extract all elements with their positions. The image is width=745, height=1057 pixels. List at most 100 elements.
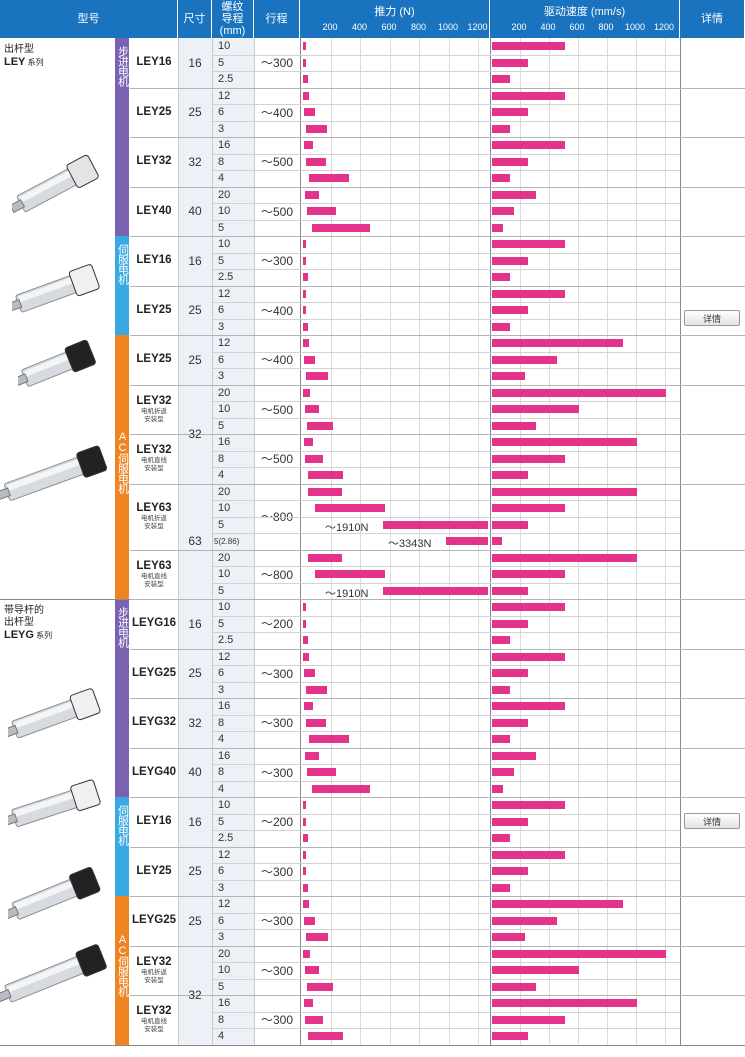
header-force: 推力 (N) — [300, 0, 490, 38]
speed-bar — [492, 174, 511, 182]
force-bar — [302, 289, 306, 298]
speed-bar — [492, 949, 666, 958]
header-speed-text: 驱动速度 (mm/s) — [543, 6, 626, 18]
speed-bar — [492, 372, 525, 380]
speed-bar — [492, 306, 529, 314]
speed-bar — [492, 652, 565, 661]
force-bar — [312, 784, 371, 793]
leyg-ac-servo-actuator-image — [0, 944, 107, 1003]
row-divider — [212, 120, 680, 122]
leyg-stepper-actuator-image-2 — [8, 779, 101, 827]
force-bar — [308, 471, 344, 479]
detail-button-leyg[interactable]: 详情 — [684, 813, 740, 829]
model-name: LEY16 — [136, 254, 172, 267]
size-lead-bg — [178, 38, 254, 1045]
lead-cell: 2.5 — [218, 634, 234, 647]
force-bar — [302, 850, 306, 859]
speed-bar — [492, 751, 536, 760]
grid-vline — [680, 38, 681, 1045]
series-code: LEY — [4, 56, 26, 68]
row-divider — [212, 731, 680, 732]
force-bar — [303, 652, 309, 661]
grid-vline — [300, 38, 301, 1045]
size-cell: 16 — [188, 814, 202, 829]
lead-cell: 10 — [218, 964, 231, 977]
size-cell: 16 — [188, 616, 202, 631]
model-name: LEY32 — [136, 1005, 172, 1018]
group-divider — [130, 599, 745, 600]
force-bar — [305, 718, 326, 727]
row-divider — [212, 153, 680, 155]
model-mount-type: 电机折返 安装型 — [141, 968, 167, 984]
speed-bar — [492, 850, 565, 859]
force-bar — [303, 438, 314, 446]
speed-bar — [492, 289, 565, 298]
force-tick-label: 200 — [322, 22, 338, 32]
size-cell: 32 — [188, 715, 202, 730]
force-bar — [446, 537, 488, 545]
group-divider — [130, 896, 745, 897]
force-bar — [303, 702, 314, 710]
force-bar — [302, 603, 306, 611]
speed-tick-label: 600 — [569, 22, 585, 32]
lead-cell: 6 — [218, 304, 225, 317]
motor-type-band: 伺服电机 — [115, 797, 129, 896]
force-gridline — [419, 38, 420, 1045]
speed-bar — [492, 784, 503, 793]
stroke-cell: ～300 — [260, 56, 294, 71]
stroke-cell: ～300 — [260, 963, 294, 978]
stroke-cell: ～800 — [260, 567, 294, 582]
model-name: LEY16 — [136, 56, 172, 69]
speed-tick-label: 800 — [598, 22, 614, 32]
lead-cell: 5 — [218, 980, 225, 993]
motor-type-band: 步进电机 — [115, 38, 129, 236]
speed-bar — [492, 471, 529, 479]
force-bar — [302, 42, 306, 50]
model-cell: LEY25 — [130, 847, 178, 897]
ley-stepper-actuator-image — [12, 154, 99, 214]
lead-cell: 12 — [218, 287, 231, 300]
force-bar — [309, 735, 350, 743]
speed-bar — [492, 108, 529, 116]
group-divider — [130, 698, 745, 699]
speed-bar — [492, 240, 565, 248]
lead-cell: 4 — [218, 172, 225, 185]
lead-cell: 12 — [218, 89, 231, 102]
speed-tick-label: 200 — [511, 22, 527, 32]
size-cell: 25 — [188, 352, 202, 367]
lead-cell: 12 — [218, 337, 231, 350]
size-cell: 25 — [188, 864, 202, 879]
speed-bar — [492, 42, 565, 50]
lead-cell: 5 — [218, 254, 225, 267]
speed-bar — [492, 817, 529, 826]
stroke-cell: ～300 — [260, 914, 294, 929]
speed-gridline — [636, 38, 637, 1045]
series-name: 出杆型 — [4, 44, 34, 55]
force-bar — [305, 157, 326, 166]
grid-vline — [178, 38, 179, 1045]
motor-type-label: 步进电机 — [116, 607, 129, 647]
row-divider — [212, 269, 680, 270]
group-divider — [130, 87, 745, 89]
lead-cell: 2.5 — [218, 73, 234, 86]
force-bar — [305, 372, 328, 380]
force-overflow-note: ～1910N — [325, 521, 369, 534]
row-divider — [212, 1028, 680, 1029]
size-cell: 25 — [188, 913, 202, 928]
group-divider — [130, 483, 745, 485]
motor-type-band: AC伺服电机 — [115, 335, 129, 599]
model-name: LEY32 — [136, 394, 172, 407]
leyg-servo-actuator-image — [8, 867, 101, 920]
header-stroke: 行程 — [254, 0, 300, 38]
lead-cell: 16 — [218, 749, 231, 762]
grid-vline — [254, 38, 255, 1045]
force-bar — [305, 124, 327, 133]
model-mount-type: 电机折返 安装型 — [141, 515, 167, 530]
detail-button-ley[interactable]: 详情 — [684, 310, 740, 326]
stroke-cell: ～300 — [260, 666, 294, 681]
model-cell: LEY32 电机直线 安装型 — [130, 434, 178, 484]
row-divider — [212, 681, 680, 683]
force-bar — [304, 751, 320, 760]
lead-cell: 10 — [218, 799, 231, 812]
